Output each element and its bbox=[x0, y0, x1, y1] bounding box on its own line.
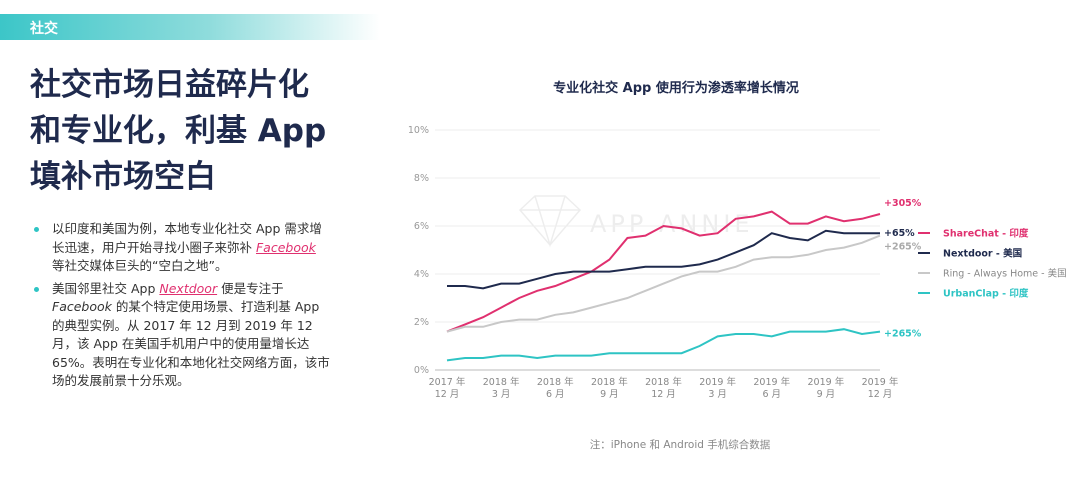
bullet-link[interactable]: Facebook bbox=[255, 239, 316, 255]
bullet-link[interactable]: Nextdoor bbox=[159, 280, 218, 296]
bullet-text: 等社交媒体巨头的“空白之地”。 bbox=[52, 258, 228, 273]
series-line bbox=[447, 229, 880, 290]
chart-note: 注：iPhone 和 Android 手机综合数据 bbox=[590, 438, 771, 451]
y-tick-label: 6% bbox=[414, 221, 429, 232]
x-tick-label: 2019 年 12 月 bbox=[861, 377, 899, 400]
bullet-text: 以印度和美国为例，本地专业化社交 App 需求增长迅速，用户开始寻找小圈子来弥补 bbox=[52, 221, 322, 255]
bullet-text: 美国邻里社交 App bbox=[52, 280, 160, 296]
end-label: +265% bbox=[884, 329, 922, 340]
chart: 专业化社交 App 使用行为渗透率增长情况 APP ANNIE 注：iPhone… bbox=[408, 80, 1067, 451]
headline-line: 社交市场日益碎片化 bbox=[30, 67, 309, 103]
x-tick-label: 2017 年 12 月 bbox=[428, 377, 466, 400]
headline: 社交市场日益碎片化 和专业化，利基 App 填补市场空白 bbox=[30, 62, 326, 200]
watermark-icon bbox=[518, 195, 582, 248]
series-line bbox=[446, 210, 881, 333]
y-tick-label: 8% bbox=[414, 173, 429, 184]
legend-label: UrbanClap - 印度 bbox=[943, 288, 1029, 300]
x-tick-label: 2018 年 6 月 bbox=[536, 377, 574, 400]
grid bbox=[435, 129, 880, 371]
x-tick-label: 2018 年 3 月 bbox=[482, 377, 520, 400]
bullet-text: 便是专注于 bbox=[217, 280, 284, 296]
x-tick-label: 2019 年 9 月 bbox=[807, 377, 845, 400]
y-tick-label: 2% bbox=[414, 317, 429, 328]
watermark-text: APP ANNIE bbox=[590, 210, 754, 238]
y-tick-label: 10% bbox=[408, 125, 429, 136]
bullet-list: 以印度和美国为例，本地专业化社交 App 需求增长迅速，用户开始寻找小圈子来弥补… bbox=[32, 220, 332, 395]
series-line bbox=[446, 328, 881, 362]
series-line bbox=[446, 234, 881, 333]
bullet: 美国邻里社交 App Nextdoor 便是专注于 Facebook 的某个特定… bbox=[32, 280, 332, 391]
end-label: +65% bbox=[884, 228, 915, 239]
legend-label: ShareChat - 印度 bbox=[943, 228, 1029, 240]
chart-title: 专业化社交 App 使用行为渗透率增长情况 bbox=[553, 80, 799, 96]
bullet: 以印度和美国为例，本地专业化社交 App 需求增长迅速，用户开始寻找小圈子来弥补… bbox=[32, 220, 332, 276]
x-tick-label: 2019 年 6 月 bbox=[753, 377, 791, 400]
bullet-text: 的某个特定使用场景、打造利基 App 的典型实例。从 2017 年 12 月到 … bbox=[52, 299, 330, 388]
headline-line: 填补市场空白 bbox=[30, 159, 216, 195]
end-label: +265% bbox=[884, 242, 922, 253]
y-tick-label: 0% bbox=[414, 365, 429, 376]
x-tick-label: 2018 年 9 月 bbox=[591, 377, 628, 400]
bullet-text: Facebook bbox=[52, 299, 112, 314]
y-tick-label: 4% bbox=[414, 269, 429, 280]
section-tag-text: 社交 bbox=[30, 21, 58, 37]
watermark: APP ANNIE bbox=[518, 195, 754, 248]
legend-label: Ring - Always Home - 美国 bbox=[943, 268, 1067, 280]
headline-line: 和专业化，利基 App bbox=[30, 113, 327, 149]
section-tag: 社交 bbox=[0, 14, 380, 40]
x-tick-label: 2018 年 12 月 bbox=[645, 377, 682, 400]
x-tick-label: 2019 年 3 月 bbox=[699, 377, 736, 400]
end-label: +305% bbox=[884, 198, 922, 209]
legend-label: Nextdoor - 美国 bbox=[943, 248, 1022, 260]
